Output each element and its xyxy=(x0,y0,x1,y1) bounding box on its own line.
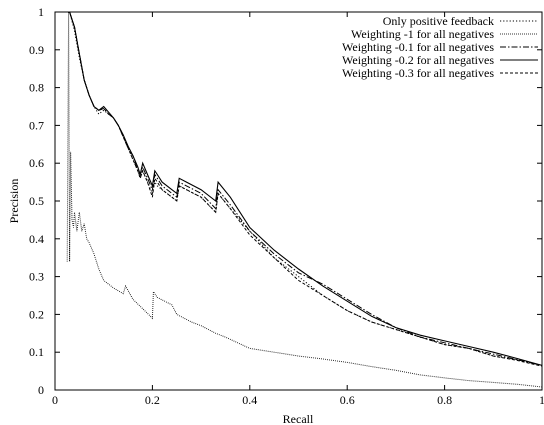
legend-label: Weighting -0.2 for all negatives xyxy=(342,53,494,67)
y-tick-label: 0.7 xyxy=(29,118,44,132)
x-tick-label: 0.8 xyxy=(437,393,452,407)
series-line-3 xyxy=(69,11,543,366)
legend-label: Weighting -0.1 for all negatives xyxy=(342,40,494,54)
y-tick-label: 0.2 xyxy=(29,307,44,321)
y-tick-label: 1 xyxy=(38,5,44,19)
axis-ticks: 0 0.2 0.4 0.6 0.8 1 0 0.1 0.2 0.3 0.4 0.5 0.6 0.7 0.8 0… xyxy=(29,5,544,407)
legend-label: Weighting -0.3 for all negatives xyxy=(342,66,494,80)
y-tick-label: 0.6 xyxy=(29,156,44,170)
series-line-5 xyxy=(69,11,543,367)
series-lines xyxy=(66,11,543,388)
x-tick-label: 0.4 xyxy=(242,393,257,407)
y-tick-label: 0.1 xyxy=(29,345,44,359)
y-tick-label: 0.5 xyxy=(29,194,44,208)
y-tick-label: 0 xyxy=(38,383,44,397)
series-line-1 xyxy=(69,11,543,366)
x-tick-label: 0.6 xyxy=(340,393,355,407)
x-tick-label: 1 xyxy=(539,393,544,407)
x-tick-label: 0.2 xyxy=(145,393,160,407)
y-tick-label: 0.3 xyxy=(29,270,44,284)
x-axis-title: Recall xyxy=(283,412,314,425)
series-line-2 xyxy=(66,11,543,388)
series-line-4 xyxy=(69,11,543,366)
x-tick-label: 0 xyxy=(52,393,58,407)
y-tick-label: 0.9 xyxy=(29,43,44,57)
legend-label: Weighting -1 for all negatives xyxy=(351,27,494,41)
y-tick-label: 0.8 xyxy=(29,81,44,95)
y-tick-label: 0.4 xyxy=(29,232,44,246)
legend-label: Only positive feedback xyxy=(383,14,494,28)
y-axis-title: Precision xyxy=(7,179,21,224)
